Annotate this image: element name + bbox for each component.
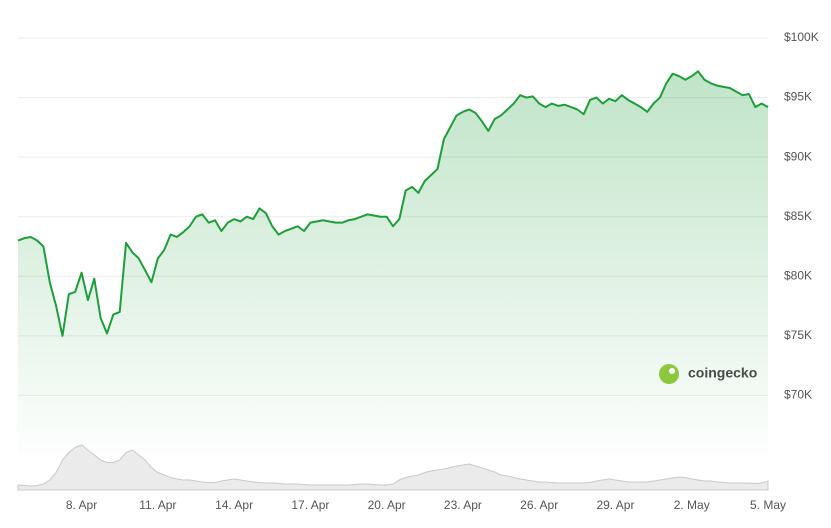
x-tick-label: 26. Apr	[520, 498, 558, 512]
x-tick-label: 5. May	[750, 498, 786, 512]
x-tick-label: 14. Apr	[215, 498, 253, 512]
y-tick-label: $90K	[784, 149, 812, 163]
price-area	[18, 71, 768, 456]
logo-eye	[669, 368, 675, 374]
y-tick-label: $75K	[784, 328, 812, 342]
y-tick-label: $80K	[784, 268, 812, 282]
price-line	[17, 70, 769, 337]
y-tick-label: $95K	[784, 90, 812, 104]
logo: coingecko	[659, 364, 757, 384]
x-tick-label: 29. Apr	[596, 498, 634, 512]
x-tick-label: 17. Apr	[291, 498, 329, 512]
x-tick-label: 20. Apr	[368, 498, 406, 512]
y-tick-label: $85K	[784, 209, 812, 223]
y-tick-label: $100K	[784, 30, 819, 44]
plot: $70K $75K $80K $85K $90K $95K $100K 8. Apr 11. A…	[17, 30, 819, 512]
x-tick-label: 11. Apr	[139, 498, 176, 512]
x-tick-label: 2. May	[674, 498, 710, 512]
x-tick-label: 23. Apr	[444, 498, 482, 512]
y-tick-label: $70K	[784, 388, 812, 402]
logo-icon	[659, 364, 679, 384]
x-tick-label: 8. Apr	[66, 498, 97, 512]
volume-area	[17, 444, 769, 491]
logo-text: coingecko	[688, 365, 757, 381]
